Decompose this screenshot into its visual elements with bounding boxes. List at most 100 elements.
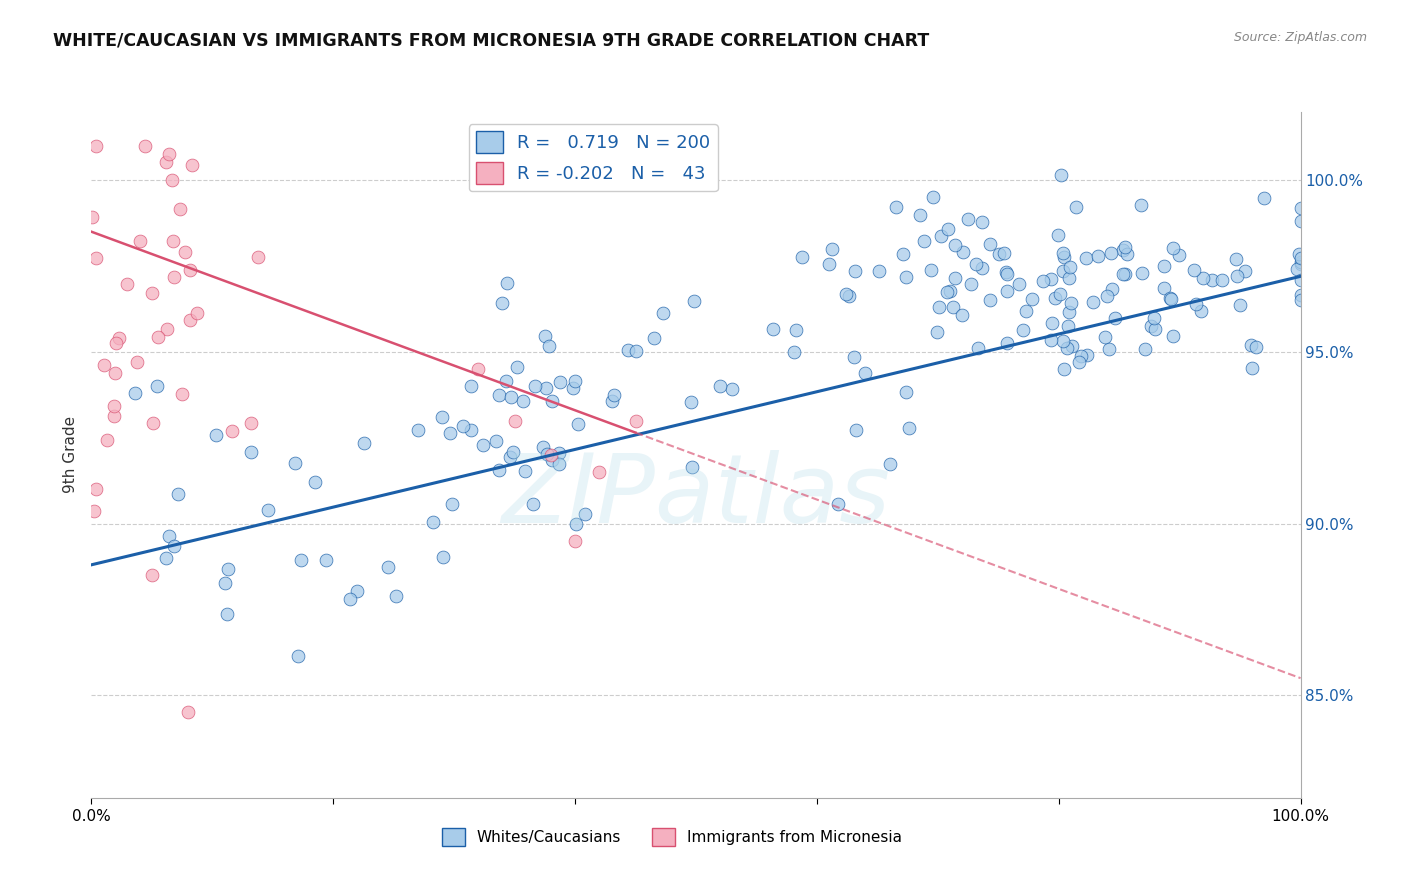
Point [1289, 255, 1312, 269]
Point [1047, 227, 1070, 242]
Point [505, 360, 527, 375]
Point [1142, 311, 1164, 326]
Point [1289, 288, 1312, 302]
Point [1052, 334, 1074, 348]
Point [1185, 297, 1208, 311]
Point [1040, 317, 1063, 331]
Point [1114, 267, 1136, 281]
Point [1064, 201, 1087, 215]
Point [108, 331, 131, 345]
Point [838, 288, 860, 302]
Point [1067, 355, 1090, 369]
Point [290, 553, 312, 567]
Point [1159, 291, 1181, 305]
Point [994, 265, 1017, 279]
Point [1240, 338, 1263, 352]
Point [1289, 257, 1312, 271]
Point [603, 387, 626, 401]
Point [460, 423, 482, 437]
Point [160, 173, 183, 187]
Point [315, 552, 337, 566]
Point [1201, 273, 1223, 287]
Point [533, 328, 555, 343]
Point [995, 336, 1018, 351]
Point [1226, 268, 1249, 283]
Point [162, 234, 184, 248]
Point [1040, 271, 1063, 285]
Point [950, 308, 973, 322]
Point [531, 440, 554, 454]
Point [1143, 322, 1166, 336]
Point [93, 358, 115, 372]
Point [1032, 274, 1054, 288]
Point [1040, 334, 1063, 348]
Point [1099, 245, 1122, 260]
Point [488, 388, 510, 402]
Point [467, 362, 489, 376]
Point [600, 393, 623, 408]
Point [104, 367, 127, 381]
Point [912, 234, 935, 248]
Point [979, 236, 1001, 251]
Point [1056, 341, 1078, 355]
Point [1053, 361, 1076, 376]
Point [616, 343, 638, 357]
Point [952, 245, 974, 260]
Point [214, 576, 236, 591]
Point [385, 589, 408, 603]
Point [180, 158, 202, 172]
Point [1094, 330, 1116, 344]
Point [1139, 319, 1161, 334]
Point [1192, 270, 1215, 285]
Point [868, 263, 890, 277]
Point [156, 321, 179, 335]
Point [922, 190, 945, 204]
Point [1059, 260, 1081, 274]
Point [1104, 311, 1126, 326]
Point [1167, 248, 1189, 262]
Point [1021, 292, 1043, 306]
Point [1240, 360, 1263, 375]
Point [491, 296, 513, 310]
Point [548, 375, 571, 389]
Point [818, 257, 841, 271]
Point [939, 285, 962, 299]
Point [624, 343, 647, 358]
Point [920, 263, 942, 277]
Point [146, 379, 169, 393]
Point [1008, 277, 1031, 291]
Point [1289, 213, 1312, 227]
Point [1161, 329, 1184, 343]
Point [1052, 264, 1074, 278]
Point [681, 459, 703, 474]
Point [942, 300, 965, 314]
Point [512, 394, 534, 409]
Point [1116, 247, 1139, 261]
Point [1060, 296, 1083, 310]
Text: Source: ZipAtlas.com: Source: ZipAtlas.com [1233, 31, 1367, 45]
Point [155, 550, 177, 565]
Point [215, 607, 238, 622]
Point [897, 421, 920, 435]
Point [853, 366, 876, 380]
Point [844, 264, 866, 278]
Point [83, 504, 105, 518]
Point [1098, 343, 1121, 357]
Point [103, 409, 125, 424]
Point [240, 445, 263, 459]
Point [972, 215, 994, 229]
Point [1112, 244, 1135, 258]
Point [1095, 289, 1118, 303]
Point [141, 286, 163, 301]
Point [1189, 304, 1212, 318]
Point [987, 247, 1010, 261]
Point [1289, 293, 1312, 307]
Point [844, 350, 866, 364]
Point [1153, 281, 1175, 295]
Point [422, 515, 444, 529]
Point [1062, 339, 1084, 353]
Point [1114, 240, 1136, 254]
Point [186, 306, 208, 320]
Point [1289, 273, 1312, 287]
Point [1288, 247, 1310, 261]
